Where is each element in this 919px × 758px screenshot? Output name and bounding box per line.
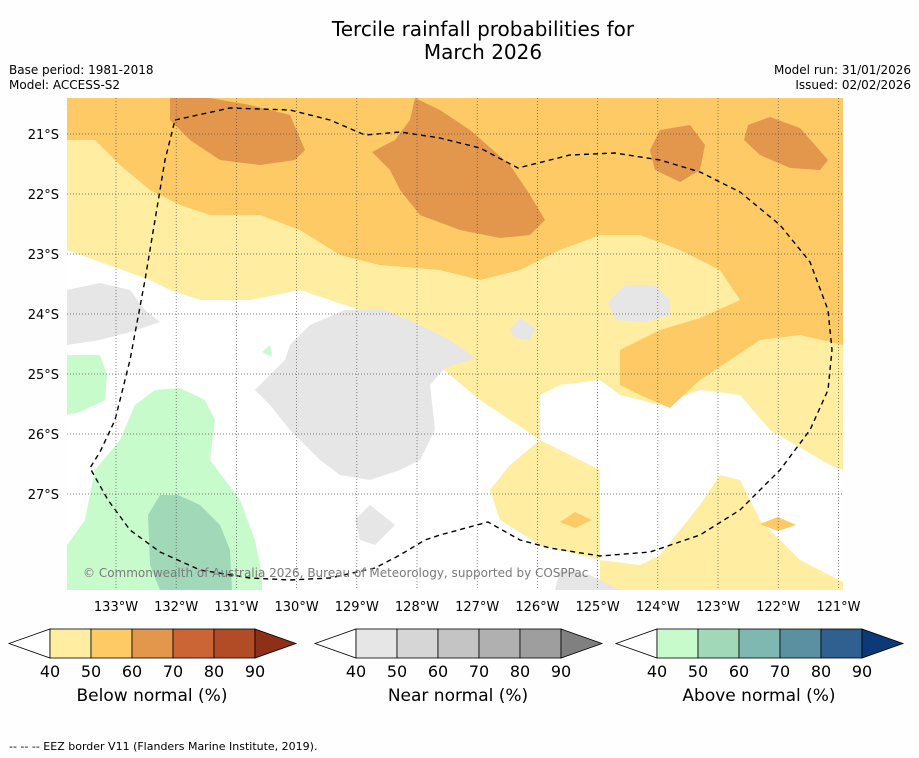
meta-right: Model run: 31/01/2026 Issued: 02/02/2026 — [774, 63, 911, 93]
below-colorbar: 40 50 60 70 80 90 — [7, 628, 298, 681]
near-40-region-west — [67, 283, 160, 345]
below-colorbar-tick: 60 — [122, 662, 142, 681]
above-colorbar-segment — [697, 628, 740, 659]
lat-label: 22°S — [28, 188, 59, 203]
lat-label: 27°S — [28, 488, 59, 503]
near-colorbar-segment — [519, 628, 562, 659]
below-50-patch-small — [560, 512, 592, 528]
probability-field — [67, 98, 843, 590]
near-colorbar-tick: 50 — [387, 662, 407, 681]
below-colorbar-tick: 70 — [163, 662, 183, 681]
lon-label: 128°W — [395, 600, 439, 615]
above-colorbar-max-extend — [861, 628, 905, 659]
near-colorbar-segment — [396, 628, 439, 659]
below-colorbar-segment — [172, 628, 215, 659]
above-colorbar-tick: 90 — [852, 662, 872, 681]
map-title: Tercile rainfall probabilities for March… — [0, 18, 919, 64]
below-colorbar-max-extend — [254, 628, 298, 659]
near-colorbar-segment — [437, 628, 480, 659]
lat-label: 21°S — [28, 128, 59, 143]
lat-label: 24°S — [28, 308, 59, 323]
lat-label: 25°S — [28, 368, 59, 383]
near-colorbar-tick: 90 — [551, 662, 571, 681]
near-colorbar-max-extend — [560, 628, 604, 659]
near-colorbar-tick: 70 — [469, 662, 489, 681]
below-colorbar-tick: 40 — [40, 662, 60, 681]
model-name: Model: ACCESS-S2 — [9, 78, 121, 92]
near-colorbar: 40 50 60 70 80 90 — [313, 628, 604, 681]
lat-label: 26°S — [28, 428, 59, 443]
below-60-region-east-2 — [744, 117, 828, 170]
lon-label: 124°W — [636, 600, 680, 615]
near-40-region-far-south — [555, 570, 620, 590]
below-60-region-east — [650, 125, 705, 182]
near-40-region-main — [255, 310, 475, 480]
below-60-region-central — [372, 98, 545, 238]
above-colorbar-tick: 50 — [688, 662, 708, 681]
above-colorbar-tick: 40 — [647, 662, 667, 681]
meta-left: Base period: 1981-2018 Model: ACCESS-S2 — [9, 63, 154, 93]
near-40-patch — [510, 318, 535, 340]
above-colorbar-segment — [656, 628, 699, 659]
below-colorbar-segment — [131, 628, 174, 659]
near-colorbar-min-extend — [313, 628, 357, 659]
lon-label: 130°W — [275, 600, 319, 615]
above-40-patch — [262, 345, 272, 357]
below-colorbar-min-extend — [7, 628, 51, 659]
longitude-labels: 133°W 132°W 131°W 130°W 129°W 128°W 127°W 126°W… — [94, 600, 861, 615]
below-colorbar-segment — [49, 628, 92, 659]
near-colorbar-segment — [478, 628, 521, 659]
lon-label: 121°W — [816, 600, 860, 615]
title-line-2: March 2026 — [423, 40, 543, 64]
lon-label: 122°W — [756, 600, 800, 615]
lon-label: 127°W — [455, 600, 499, 615]
above-colorbar-segment — [779, 628, 822, 659]
near-colorbar-tick: 40 — [346, 662, 366, 681]
model-run: Model run: 31/01/2026 — [773, 63, 911, 77]
title-line-1: Tercile rainfall probabilities for — [331, 17, 635, 41]
above-50-region — [148, 495, 232, 590]
lon-label: 132°W — [154, 600, 198, 615]
latitude-labels: 21°S 22°S 23°S 24°S 25°S 26°S 27°S — [28, 128, 59, 503]
above-colorbar-segment — [820, 628, 863, 659]
eez-border — [89, 107, 833, 581]
gridlines — [67, 98, 843, 590]
above-normal-label: Above normal (%) — [682, 686, 836, 706]
above-40-region — [67, 355, 107, 415]
lon-label: 133°W — [94, 600, 138, 615]
near-colorbar-segment — [355, 628, 398, 659]
above-colorbar-segment — [738, 628, 781, 659]
lon-label: 125°W — [576, 600, 620, 615]
below-colorbar-tick: 50 — [81, 662, 101, 681]
issued-date: Issued: 02/02/2026 — [795, 78, 911, 92]
below-50-region-south — [620, 290, 843, 408]
near-colorbar-tick: 80 — [510, 662, 530, 681]
below-colorbar-tick: 80 — [204, 662, 224, 681]
near-40-region-east — [608, 285, 670, 322]
eez-footer: -- -- -- EEZ border V11 (Flanders Marine… — [9, 740, 318, 753]
above-colorbar: 40 50 60 70 80 90 — [614, 628, 905, 681]
below-60-region-west — [170, 98, 305, 165]
below-colorbar-segment — [90, 628, 133, 659]
near-colorbar-tick: 60 — [428, 662, 448, 681]
lon-label: 126°W — [515, 600, 559, 615]
above-colorbar-tick: 60 — [729, 662, 749, 681]
near-normal-label: Near normal (%) — [387, 686, 529, 706]
copyright-text: © Commonwealth of Australia 2026, Bureau… — [83, 566, 588, 580]
lon-label: 129°W — [335, 600, 379, 615]
lon-label: 123°W — [696, 600, 740, 615]
below-colorbar-segment — [213, 628, 256, 659]
lat-label: 23°S — [28, 248, 59, 263]
colorbars: 40 50 60 70 80 90 40 50 60 70 80 90 40 50 60 70 80 90 — [7, 628, 905, 681]
below-normal-label: Below normal (%) — [76, 686, 228, 706]
above-colorbar-tick: 80 — [811, 662, 831, 681]
near-40-region-south — [355, 505, 395, 545]
base-period: Base period: 1981-2018 — [9, 63, 154, 77]
lon-label: 131°W — [214, 600, 258, 615]
above-colorbar-tick: 70 — [770, 662, 790, 681]
above-colorbar-min-extend — [614, 628, 658, 659]
below-colorbar-tick: 90 — [245, 662, 265, 681]
